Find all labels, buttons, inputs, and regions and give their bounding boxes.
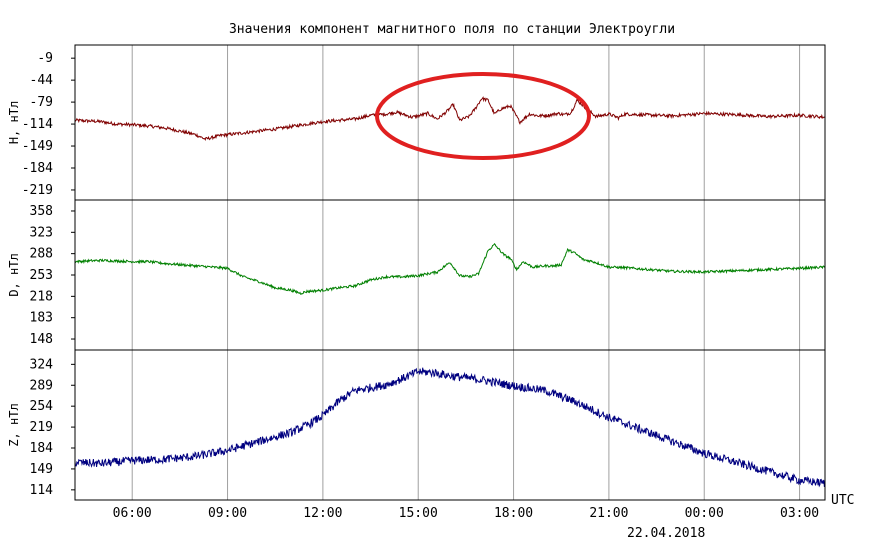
y-tick-label: 288	[30, 247, 53, 262]
series-line	[74, 242, 826, 295]
y-tick-label: 219	[30, 420, 53, 435]
x-tick-label: 15:00	[399, 506, 438, 521]
y-axis-label: D, нТл	[7, 253, 21, 296]
highlight-ellipse	[375, 72, 591, 160]
y-tick-label: 114	[30, 483, 54, 498]
y-tick-label: 254	[30, 399, 54, 414]
y-tick-label: -44	[30, 73, 54, 88]
date-label: 22.04.2018	[627, 526, 705, 541]
series-line	[74, 96, 826, 142]
panel-frame	[74, 349, 826, 501]
y-tick-label: 149	[30, 462, 53, 477]
x-tick-label: 18:00	[494, 506, 533, 521]
tick-labels: 06:00 09:00 12:00 15:00 18:00 21:00 00:00 03:00…	[7, 51, 819, 521]
y-tick-label: -114	[22, 117, 53, 132]
panel-frame	[74, 199, 826, 351]
panel-frame	[74, 44, 826, 201]
y-tick-label: 183	[30, 311, 53, 326]
y-tick-label: -79	[30, 95, 53, 110]
y-tick-label: 184	[30, 441, 54, 456]
y-tick-label: -219	[22, 183, 53, 198]
x-tick-label: 03:00	[780, 506, 819, 521]
x-tick-label: 06:00	[113, 506, 152, 521]
chart-title: Значения компонент магнитного поля по ст…	[229, 22, 675, 37]
y-tick-label: -184	[22, 161, 53, 176]
x-tick-label: 12:00	[303, 506, 342, 521]
x-tick-label: 09:00	[208, 506, 247, 521]
y-tick-label: 324	[30, 357, 54, 372]
series-layer	[74, 96, 826, 488]
y-tick-label: 148	[30, 332, 53, 347]
y-tick-label: -149	[22, 139, 53, 154]
x-unit-label: UTC	[831, 493, 854, 508]
x-tick-label: 21:00	[589, 506, 628, 521]
y-axis-label: Z, нТл	[7, 403, 21, 446]
y-tick-label: 253	[30, 268, 53, 283]
y-tick-label: 218	[30, 289, 53, 304]
y-tick-label: 358	[30, 204, 53, 219]
y-tick-label: 289	[30, 378, 53, 393]
y-axis-label: H, нТл	[7, 101, 21, 144]
x-tick-label: 00:00	[685, 506, 724, 521]
grid-lines	[131, 45, 801, 500]
y-tick-label: 323	[30, 225, 53, 240]
series-line	[74, 367, 826, 488]
panel-frames	[71, 44, 826, 501]
y-tick-label: -9	[37, 51, 53, 66]
